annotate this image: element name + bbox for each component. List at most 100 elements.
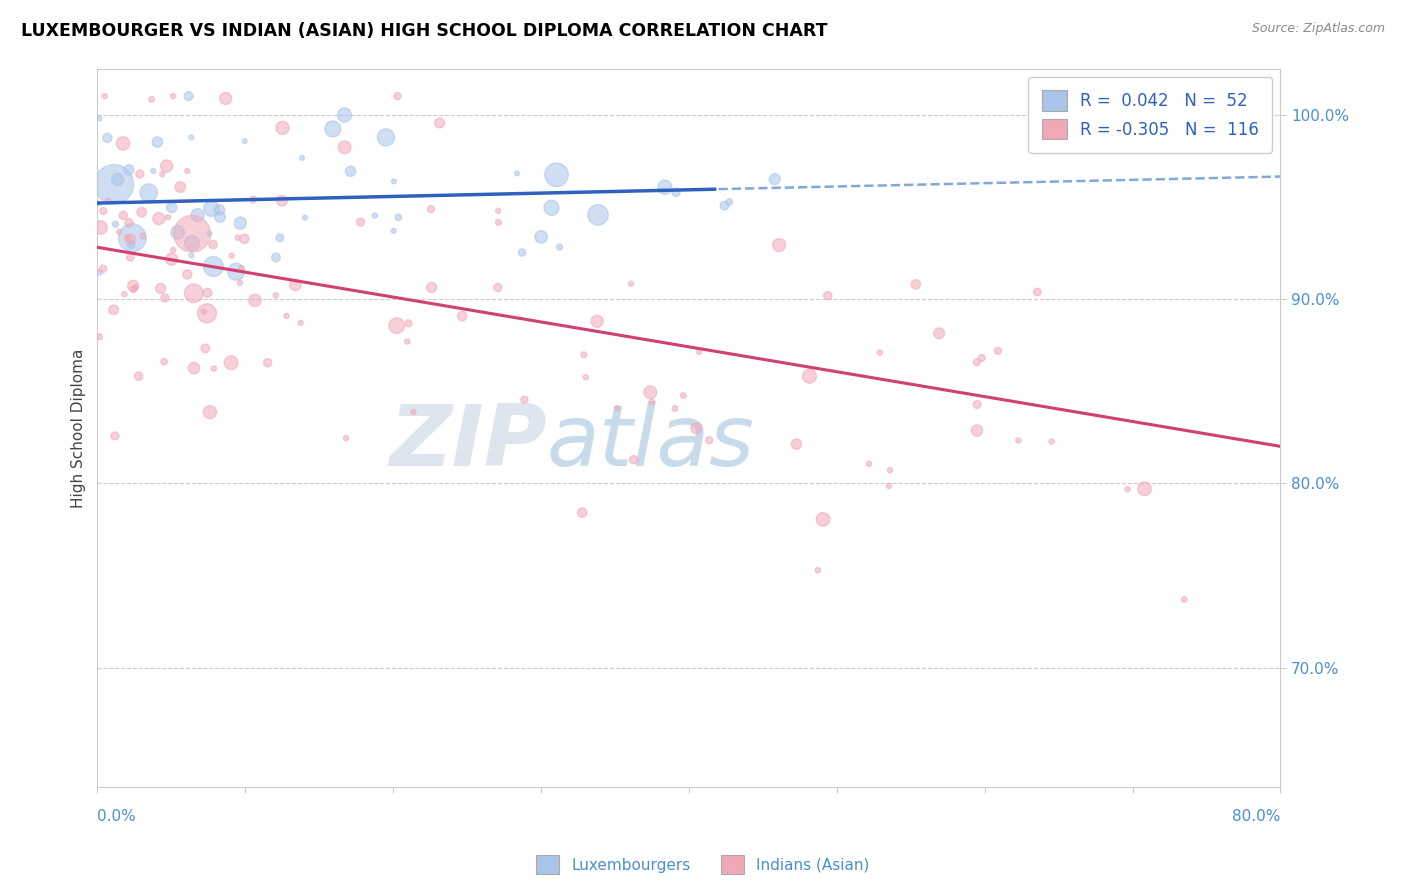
Point	[150, 167, 173, 181]
Point	[385, 318, 408, 333]
Point	[200, 202, 222, 216]
Point	[231, 261, 253, 276]
Point	[1173, 592, 1195, 607]
Point	[97, 194, 120, 208]
Point	[202, 361, 225, 376]
Point	[256, 356, 278, 370]
Point	[546, 168, 568, 182]
Point	[198, 227, 221, 241]
Point	[322, 122, 344, 136]
Point	[811, 512, 834, 526]
Point	[243, 293, 266, 308]
Point	[183, 361, 205, 376]
Text: Source: ZipAtlas.com: Source: ZipAtlas.com	[1251, 22, 1385, 36]
Point	[685, 421, 707, 435]
Point	[169, 180, 191, 194]
Point	[153, 291, 176, 305]
Point	[93, 89, 115, 103]
Point	[146, 135, 169, 149]
Point	[193, 304, 215, 318]
Point	[108, 225, 131, 239]
Point	[91, 203, 114, 218]
Text: ZIP: ZIP	[389, 401, 547, 483]
Point	[486, 280, 509, 294]
Point	[128, 167, 150, 181]
Text: 0.0%: 0.0%	[97, 809, 136, 824]
Point	[195, 306, 218, 320]
Point	[153, 354, 176, 368]
Text: LUXEMBOURGER VS INDIAN (ASIAN) HIGH SCHOOL DIPLOMA CORRELATION CHART: LUXEMBOURGER VS INDIAN (ASIAN) HIGH SCHO…	[21, 22, 828, 40]
Point	[177, 89, 200, 103]
Point	[269, 231, 291, 245]
Point	[575, 370, 598, 384]
Point	[654, 180, 676, 194]
Point	[1040, 434, 1063, 449]
Point	[419, 202, 441, 216]
Point	[122, 282, 145, 296]
Point	[966, 424, 988, 438]
Point	[271, 120, 294, 135]
Point	[117, 230, 139, 244]
Point	[506, 166, 529, 180]
Point	[718, 194, 741, 209]
Legend: Luxembourgers, Indians (Asian): Luxembourgers, Indians (Asian)	[530, 849, 876, 880]
Point	[429, 116, 451, 130]
Point	[187, 208, 209, 222]
Point	[229, 276, 252, 290]
Point	[382, 174, 405, 188]
Point	[112, 209, 135, 223]
Point	[138, 186, 160, 200]
Point	[91, 261, 114, 276]
Point	[1007, 434, 1029, 448]
Point	[264, 251, 287, 265]
Point	[148, 211, 170, 226]
Point	[333, 108, 356, 122]
Point	[118, 216, 141, 230]
Point	[104, 217, 127, 231]
Point	[264, 288, 287, 302]
Point	[1116, 483, 1139, 497]
Point	[349, 215, 371, 229]
Point	[142, 164, 165, 178]
Point	[586, 208, 609, 222]
Point	[548, 240, 571, 254]
Point	[180, 130, 202, 145]
Point	[402, 405, 425, 419]
Point	[141, 92, 163, 106]
Point	[197, 285, 219, 300]
Point	[513, 392, 536, 407]
Point	[215, 91, 238, 105]
Text: atlas: atlas	[547, 401, 755, 483]
Point	[103, 178, 125, 192]
Point	[89, 330, 111, 344]
Point	[928, 326, 950, 341]
Point	[242, 193, 264, 207]
Point	[396, 334, 419, 349]
Point	[290, 316, 312, 330]
Point	[160, 201, 183, 215]
Point	[103, 302, 125, 317]
Point	[271, 194, 294, 208]
Point	[291, 151, 314, 165]
Point	[382, 224, 405, 238]
Point	[966, 398, 988, 412]
Point	[89, 265, 111, 279]
Point	[104, 429, 127, 443]
Point	[817, 288, 839, 302]
Point	[202, 237, 225, 252]
Point	[107, 172, 129, 186]
Point	[87, 196, 110, 211]
Point	[162, 89, 184, 103]
Point	[120, 251, 142, 265]
Point	[510, 245, 533, 260]
Point	[879, 463, 901, 477]
Point	[966, 355, 988, 369]
Text: 80.0%: 80.0%	[1232, 809, 1281, 824]
Point	[1133, 482, 1156, 496]
Point	[420, 280, 443, 294]
Point	[586, 314, 609, 328]
Legend: R =  0.042   N =  52, R = -0.305   N =  116: R = 0.042 N = 52, R = -0.305 N = 116	[1028, 77, 1272, 153]
Point	[121, 231, 143, 245]
Point	[233, 134, 256, 148]
Point	[229, 216, 252, 230]
